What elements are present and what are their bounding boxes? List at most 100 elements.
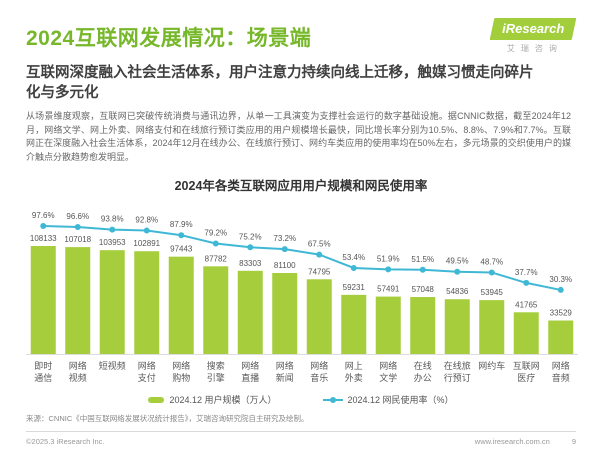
category-label: 办公 xyxy=(414,372,432,383)
bar xyxy=(99,250,125,355)
category-label: 音频 xyxy=(552,372,570,383)
line-value-label: 75.2% xyxy=(239,233,262,242)
category-label: 网络 xyxy=(552,360,570,371)
copyright-text: ©2025.3 iResearch Inc. xyxy=(26,437,105,447)
category-label: 支付 xyxy=(138,372,156,383)
legend-item-bar: 2024.12 用户规模（万人） xyxy=(148,393,277,406)
chart: 108133 107018 103953 102891 97443 87782 83303 8… xyxy=(26,196,578,393)
category-label: 互联网 xyxy=(513,361,540,371)
header: 2024互联网发展情况：场景端 iResearch 艾瑞咨询 xyxy=(26,18,577,54)
slide-subtitle: 互联网深度融入社会生活体系，用户注意力持续向线上迁移，触媒习惯走向碎片化与多元化 xyxy=(26,65,534,102)
bar-value-label: 107018 xyxy=(64,235,91,244)
page-title: 2024互联网发展情况：场景端 xyxy=(26,27,312,50)
category-label: 引擎 xyxy=(207,372,225,383)
bar xyxy=(513,312,539,355)
line-point xyxy=(74,224,81,231)
category-label: 通信 xyxy=(34,372,52,383)
category-label: 搜索 xyxy=(207,360,225,371)
line-point xyxy=(281,246,288,253)
category-label: 网络 xyxy=(276,360,294,371)
category-label: 网络 xyxy=(69,360,87,371)
bar xyxy=(341,295,367,355)
line-value-label: 73.2% xyxy=(273,235,296,244)
line-value-label: 79.2% xyxy=(204,229,227,238)
bar xyxy=(548,320,574,355)
category-label: 短视频 xyxy=(99,360,126,371)
line-point xyxy=(488,269,495,276)
chart-legend: 2024.12 用户规模（万人） 2024.12 网民使用率（%） xyxy=(26,393,576,406)
category-label: 音乐 xyxy=(310,372,328,383)
line-point xyxy=(212,240,219,247)
category-label: 行预订 xyxy=(444,372,471,383)
category-label: 网络 xyxy=(172,360,190,371)
category-label: 新闻 xyxy=(276,372,294,383)
category-label: 网络 xyxy=(241,360,259,371)
line-point xyxy=(523,280,530,287)
line-value-label: 30.3% xyxy=(549,275,572,284)
line-point xyxy=(350,265,357,272)
category-label: 购物 xyxy=(172,372,190,383)
line-value-label: 96.6% xyxy=(66,212,89,221)
bar-value-label: 81100 xyxy=(274,261,296,270)
bar-value-label: 53945 xyxy=(481,288,504,297)
line-value-label: 49.5% xyxy=(446,257,469,266)
footer-divider xyxy=(26,431,576,433)
line-point xyxy=(316,251,323,258)
line-value-label: 53.4% xyxy=(342,253,365,262)
bar-series-swatch xyxy=(148,396,165,403)
category-label: 外卖 xyxy=(345,372,363,383)
body-paragraph: 从场景维度观察，互联网已突破传统消费与通讯边界，从单一工具演变为支撑社会运行的数… xyxy=(26,110,571,163)
bar-value-label: 41765 xyxy=(515,301,538,310)
bar-value-label: 59231 xyxy=(343,283,366,292)
category-label: 网络 xyxy=(138,360,156,371)
line-point xyxy=(385,266,392,273)
chart-title: 2024年各类互联网应用用户规模和网民使用率 xyxy=(174,179,428,194)
bar-series-label: 2024.12 用户规模（万人） xyxy=(169,395,277,406)
line-series-swatch xyxy=(322,396,343,403)
iresearch-logo-text: iResearch xyxy=(501,21,565,36)
line-point xyxy=(419,267,426,274)
bar xyxy=(306,279,332,355)
category-label: 网约车 xyxy=(478,360,505,371)
line-point xyxy=(454,269,461,276)
category-label: 直播 xyxy=(241,372,259,383)
category-label: 网络 xyxy=(310,360,328,371)
bar xyxy=(375,296,401,355)
chart-svg: 108133 107018 103953 102891 97443 87782 83303 8… xyxy=(26,211,578,383)
iresearch-logo-cn: 艾瑞咨询 xyxy=(506,44,563,53)
bar-value-label: 108133 xyxy=(30,234,57,243)
category-label: 网络 xyxy=(379,360,397,371)
bar-value-label: 87782 xyxy=(205,255,228,264)
line-point xyxy=(247,244,254,251)
bar-value-label: 33529 xyxy=(550,309,573,318)
line-value-label: 92.8% xyxy=(135,216,158,225)
category-label: 视频 xyxy=(69,372,87,383)
line-point xyxy=(143,227,150,234)
website-link[interactable]: www.iresearch.com.cn xyxy=(474,437,550,447)
footer: ©2025.3 iResearch Inc. www.iresearch.com… xyxy=(26,437,576,446)
line-value-label: 87.9% xyxy=(170,221,193,230)
category-label: 网上 xyxy=(345,361,363,371)
iresearch-logo: iResearch 艾瑞咨询 xyxy=(489,18,577,54)
bar-value-label: 83303 xyxy=(239,259,262,268)
bar xyxy=(272,273,298,355)
line-point xyxy=(40,223,47,230)
source-note: 来源：CNNIC《中国互联网络发展状况统计报告》，艾瑞咨询研究院自主研究及绘制。 xyxy=(26,414,309,424)
bar-value-label: 57048 xyxy=(412,285,435,294)
usage-rate-line xyxy=(43,225,561,292)
category-label: 在线 xyxy=(414,360,432,371)
line-value-label: 51.5% xyxy=(411,255,434,264)
bar-value-label: 103953 xyxy=(99,239,126,248)
line-value-label: 93.8% xyxy=(101,215,124,224)
bar-value-label: 97443 xyxy=(170,245,193,254)
line-point xyxy=(178,232,185,239)
bar-value-label: 74795 xyxy=(308,268,331,277)
bar xyxy=(479,300,505,355)
bar xyxy=(237,271,263,355)
bar-value-label: 54836 xyxy=(446,288,469,297)
bar xyxy=(168,257,194,355)
bar-value-label: 102891 xyxy=(133,240,160,249)
bar xyxy=(30,246,56,355)
line-value-label: 97.6% xyxy=(32,211,55,220)
line-value-label: 48.7% xyxy=(480,258,503,267)
